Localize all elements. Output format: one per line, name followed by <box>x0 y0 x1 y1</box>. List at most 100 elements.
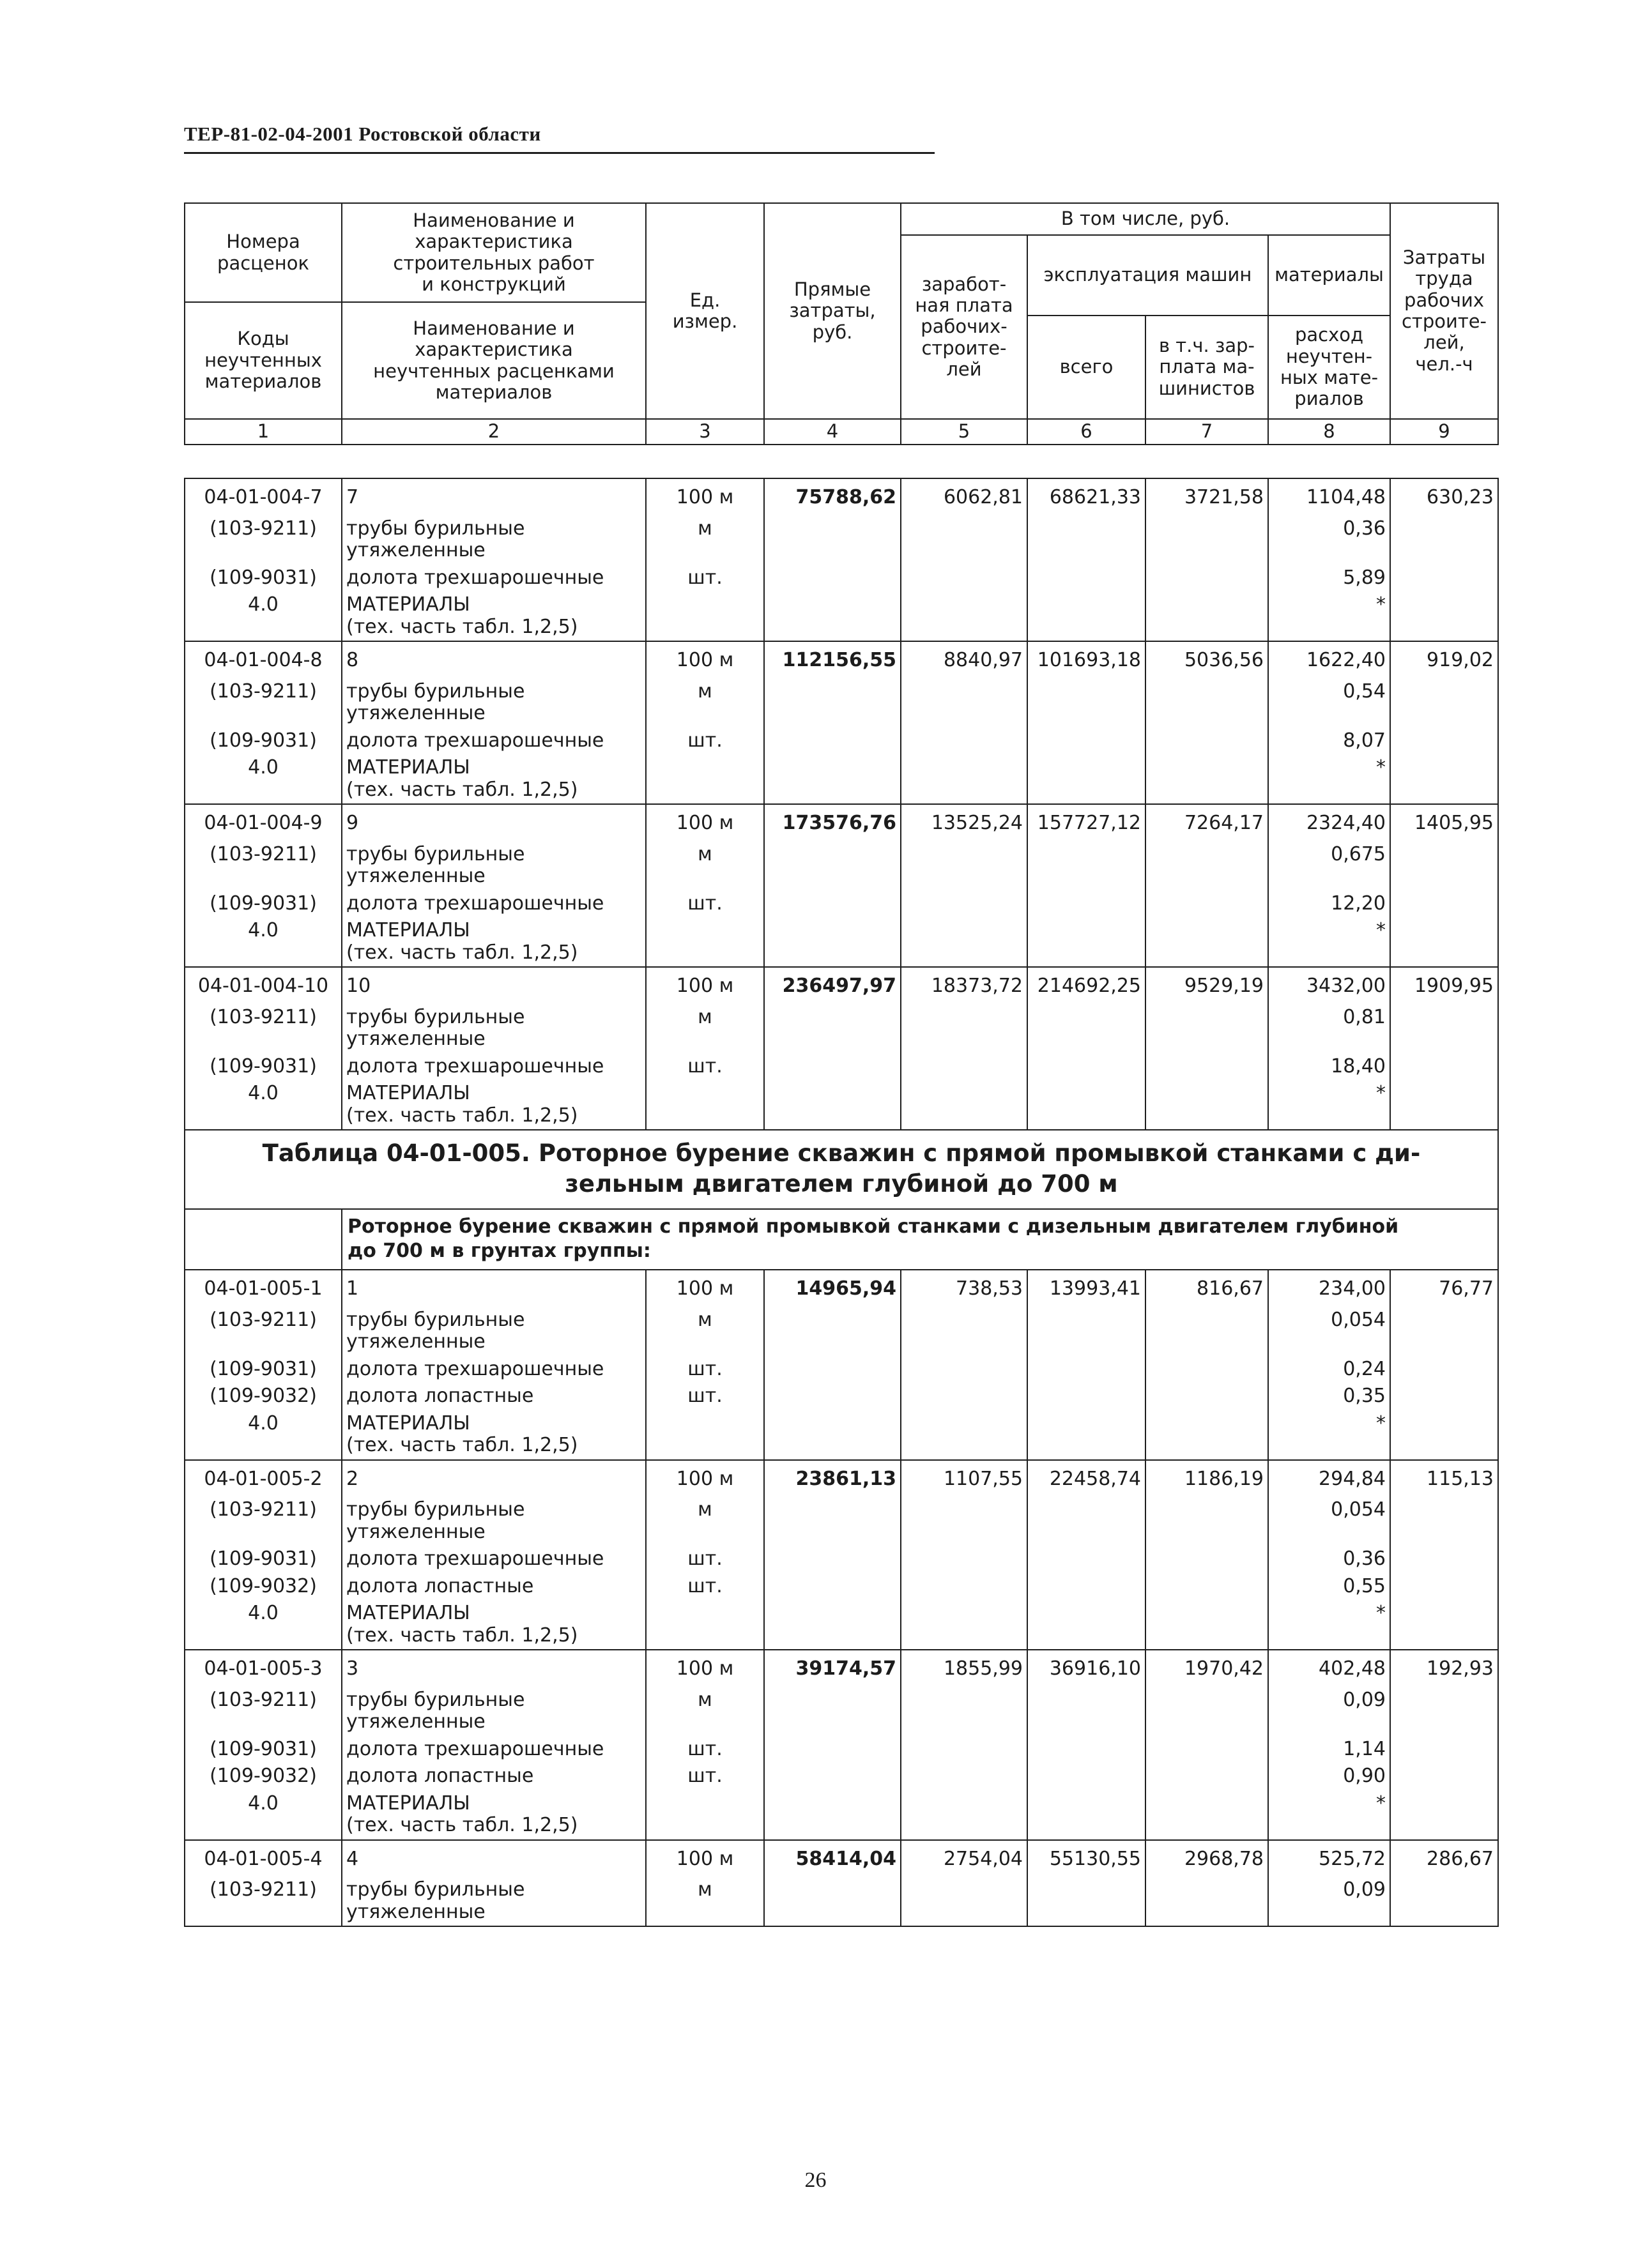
header-col-number-6: 6 <box>1027 418 1146 445</box>
empty-cell <box>763 727 901 754</box>
resource-code: (109-9031) <box>184 1735 342 1763</box>
resource-name: трубы бурильные утяжеленные <box>341 1876 647 1927</box>
rate-unit: 100 м <box>645 1839 765 1877</box>
empty-cell <box>1145 890 1269 917</box>
empty-cell <box>1027 917 1146 967</box>
resource-unit: шт. <box>645 1355 765 1383</box>
empty-cell <box>1390 1080 1499 1130</box>
empty-cell <box>1027 1572 1146 1601</box>
soil-group-number: 3 <box>341 1649 647 1687</box>
resource-name: трубы бурильные утяжеленные <box>341 678 647 727</box>
empty-cell <box>1145 917 1269 967</box>
rate-code: 04-01-005-4 <box>184 1839 342 1877</box>
resource-unit <box>645 591 765 641</box>
resource-name: долота трехшарошечные <box>341 1546 647 1573</box>
empty-cell <box>900 564 1028 591</box>
empty-cell <box>1145 1790 1269 1840</box>
header-col-number-8: 8 <box>1267 418 1391 445</box>
empty-cell <box>1027 841 1146 890</box>
empty-cell <box>1027 1600 1146 1650</box>
empty-cell <box>1390 515 1499 565</box>
direct-costs-value: 236497,97 <box>763 966 901 1004</box>
materials-value: 525,72 <box>1267 1839 1391 1877</box>
empty-cell <box>1145 1410 1269 1460</box>
empty-cell <box>1390 1546 1499 1573</box>
empty-cell <box>900 1790 1028 1840</box>
soil-group-number: 7 <box>341 478 647 515</box>
empty-cell <box>1390 1876 1499 1927</box>
labor-costs-value: 1909,95 <box>1390 966 1499 1004</box>
resource-code: (103-9211) <box>184 1003 342 1053</box>
labor-costs-value: 115,13 <box>1390 1459 1499 1497</box>
empty-cell <box>763 841 901 890</box>
empty-cell <box>763 1600 901 1650</box>
resource-unit <box>645 1410 765 1460</box>
materials-value: 294,84 <box>1267 1459 1391 1497</box>
workers-wages-value: 13525,24 <box>900 803 1028 841</box>
resource-unit: м <box>645 515 765 565</box>
resource-code: (109-9031) <box>184 727 342 754</box>
empty-cell <box>1145 841 1269 890</box>
empty-cell <box>1390 1496 1499 1546</box>
empty-cell <box>1390 1410 1499 1460</box>
empty-cell <box>1027 1496 1146 1546</box>
soil-group-number: 9 <box>341 803 647 841</box>
empty-cell <box>763 591 901 641</box>
rate-code: 04-01-004-10 <box>184 966 342 1004</box>
header-col-number-5: 5 <box>900 418 1028 445</box>
direct-costs-value: 14965,94 <box>763 1269 901 1307</box>
header-unaccounted-names: Наименование и характеристика неучтенных… <box>341 301 647 420</box>
header-unit: Ед. измер. <box>645 202 765 420</box>
empty-cell <box>763 1003 901 1053</box>
resource-code: (109-9032) <box>184 1383 342 1410</box>
resource-unit: м <box>645 1686 765 1736</box>
empty-cell <box>763 754 901 804</box>
soil-group-number: 1 <box>341 1269 647 1307</box>
empty-cell <box>1145 1546 1269 1573</box>
resource-unit: шт. <box>645 1546 765 1573</box>
rate-code: 04-01-005-3 <box>184 1649 342 1687</box>
machinist-wages-value: 3721,58 <box>1145 478 1269 515</box>
rate-code: 04-01-005-1 <box>184 1269 342 1307</box>
resource-qty: 0,36 <box>1267 1546 1391 1573</box>
resource-name: МАТЕРИАЛЫ (тех. часть табл. 1,2,5) <box>341 1600 647 1650</box>
empty-cell <box>1390 727 1499 754</box>
empty-cell <box>1027 1686 1146 1736</box>
resource-qty: 0,054 <box>1267 1496 1391 1546</box>
resource-code: (109-9031) <box>184 564 342 591</box>
resource-code: 4.0 <box>184 1410 342 1460</box>
rate-table-header: Номера расценок Наименование и характери… <box>184 202 1499 445</box>
document-header: ТЕР-81-02-04-2001 Ростовской области <box>184 123 935 154</box>
resource-qty: 0,09 <box>1267 1686 1391 1736</box>
empty-cell <box>1390 1355 1499 1383</box>
resource-code: (109-9031) <box>184 1053 342 1080</box>
empty-cell <box>763 890 901 917</box>
machines-total-value: 157727,12 <box>1027 803 1146 841</box>
header-work-name: Наименование и характеристика строительн… <box>341 202 647 303</box>
workers-wages-value: 6062,81 <box>900 478 1028 515</box>
empty-cell <box>1027 1306 1146 1356</box>
resource-name: трубы бурильные утяжеленные <box>341 515 647 565</box>
empty-cell <box>1145 754 1269 804</box>
resource-qty: 12,20 <box>1267 890 1391 917</box>
empty-cell <box>1145 591 1269 641</box>
materials-value: 234,00 <box>1267 1269 1391 1307</box>
materials-value: 402,48 <box>1267 1649 1391 1687</box>
resource-name: долота трехшарошечные <box>341 1053 647 1080</box>
resource-qty: * <box>1267 1790 1391 1840</box>
empty-cell <box>1145 1763 1269 1790</box>
resource-code: (109-9032) <box>184 1572 342 1601</box>
page-number: 26 <box>804 2168 827 2192</box>
labor-costs-value: 192,93 <box>1390 1649 1499 1687</box>
resource-unit: м <box>645 1876 765 1927</box>
empty-cell <box>1027 1876 1146 1927</box>
direct-costs-value: 23861,13 <box>763 1459 901 1497</box>
resource-qty: * <box>1267 1410 1391 1460</box>
machines-total-value: 13993,41 <box>1027 1269 1146 1307</box>
labor-costs-value: 286,67 <box>1390 1839 1499 1877</box>
empty-cell <box>763 1355 901 1383</box>
direct-costs-value: 58414,04 <box>763 1839 901 1877</box>
resource-unit <box>645 1600 765 1650</box>
empty-cell <box>1145 1080 1269 1130</box>
